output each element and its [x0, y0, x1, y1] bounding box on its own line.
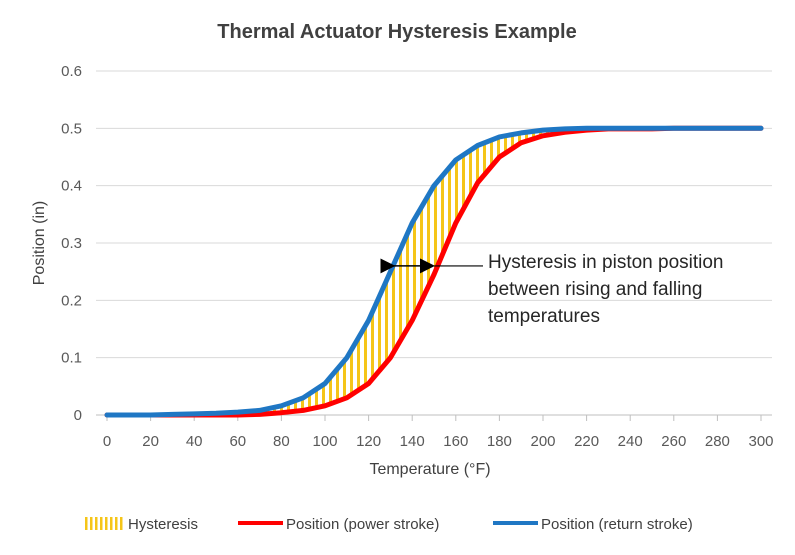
- y-tick-label-0.1: 0.1: [61, 350, 82, 367]
- y-tick-label-0: 0: [74, 407, 82, 424]
- x-tick-label-180: 180: [487, 433, 512, 450]
- x-tick-label-300: 300: [748, 433, 773, 450]
- legend-label-hysteresis: Hysteresis: [128, 516, 198, 533]
- hysteresis-annotation: Hysteresis in piston position between ri…: [380, 252, 724, 327]
- x-tick-label-20: 20: [142, 433, 159, 450]
- x-axis-label: Temperature (°F): [369, 461, 490, 478]
- y-tick-labels: 0 0.1 0.2 0.3 0.4 0.5 0.6: [61, 63, 82, 424]
- annotation-line-2: between rising and falling: [488, 279, 702, 300]
- x-tick-label-80: 80: [273, 433, 290, 450]
- legend-label-return-stroke: Position (return stroke): [541, 516, 693, 533]
- y-tick-label-0.3: 0.3: [61, 235, 82, 252]
- x-tick-label-120: 120: [356, 433, 381, 450]
- x-tick-label-280: 280: [705, 433, 730, 450]
- x-tick-label-240: 240: [618, 433, 643, 450]
- x-tick-label-40: 40: [186, 433, 203, 450]
- x-tick-labels: 0 20 40 60 80 100 120 140 160 180 200 220 240 260 280 3…: [103, 433, 774, 450]
- chart-title: Thermal Actuator Hysteresis Example: [217, 21, 576, 43]
- y-tick-label-0.2: 0.2: [61, 292, 82, 309]
- legend-label-power-stroke: Position (power stroke): [286, 516, 439, 533]
- x-tick-label-100: 100: [312, 433, 337, 450]
- x-tick-label-200: 200: [530, 433, 555, 450]
- annotation-line-3: temperatures: [488, 306, 600, 327]
- annotation-line-1: Hysteresis in piston position: [488, 252, 724, 273]
- legend: Hysteresis Position (power stroke) Posit…: [85, 516, 693, 533]
- series-line-return-stroke: [104, 125, 764, 418]
- y-tick-label-0.6: 0.6: [61, 63, 82, 80]
- y-tick-label-0.4: 0.4: [61, 178, 82, 195]
- legend-swatch-hysteresis: [85, 517, 123, 530]
- x-tick-label-0: 0: [103, 433, 111, 450]
- x-tick-label-220: 220: [574, 433, 599, 450]
- x-tick-label-140: 140: [400, 433, 425, 450]
- x-tick-label-160: 160: [443, 433, 468, 450]
- x-tick-label-260: 260: [661, 433, 686, 450]
- x-tick-label-60: 60: [229, 433, 246, 450]
- y-axis-label: Position (in): [31, 201, 48, 285]
- series-lines: [104, 125, 764, 418]
- y-tick-label-0.5: 0.5: [61, 120, 82, 137]
